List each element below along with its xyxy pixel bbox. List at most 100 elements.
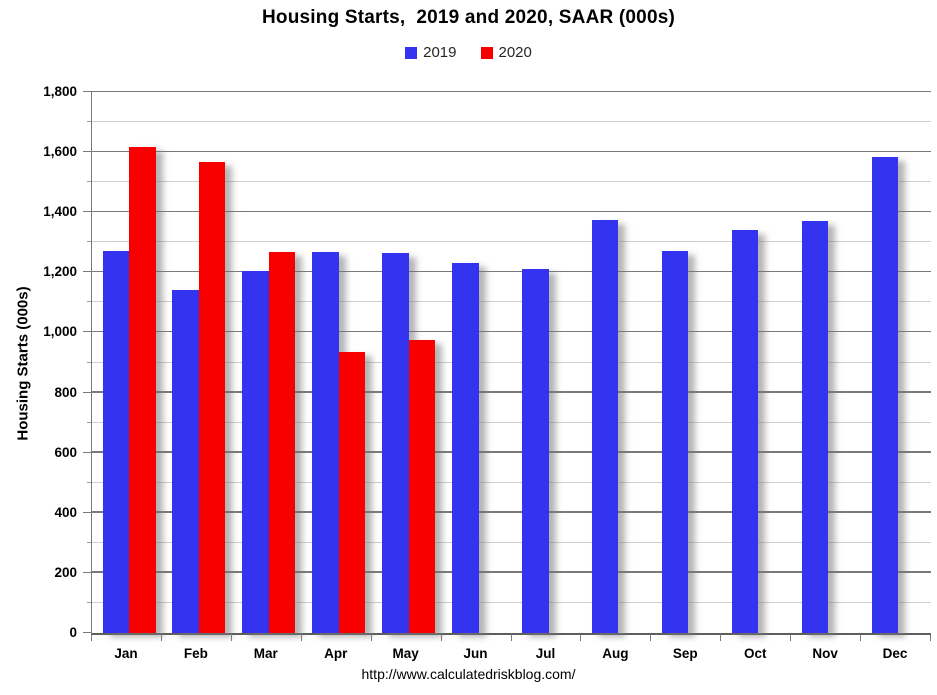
bar-2019-feb (172, 290, 199, 633)
legend-label-2020: 2020 (498, 44, 532, 61)
legend-swatch-2019 (405, 46, 418, 59)
bar-2019-may (382, 252, 409, 633)
major-gridline (92, 150, 931, 153)
y-axis-tick-label: 1,000 (43, 324, 77, 340)
y-axis-tick-label: 1,600 (43, 144, 77, 160)
bar-2019-dec (871, 157, 899, 633)
x-axis-tick-label: May (392, 646, 419, 661)
major-gridline (92, 511, 931, 513)
y-axis-tick (83, 571, 92, 573)
x-axis-tick (860, 634, 862, 641)
bar-2019-jul (522, 269, 549, 633)
legend: 2019 2020 (0, 44, 937, 61)
y-axis-tick-label: 0 (69, 625, 77, 640)
y-axis-tick-label: 1,400 (43, 204, 77, 220)
x-axis-tick-label: Oct (743, 646, 767, 661)
y-axis-tick-label: 800 (54, 384, 77, 400)
x-axis-tick (370, 634, 372, 641)
x-axis-tick-label: Nov (812, 646, 838, 661)
y-axis-tick (87, 601, 92, 603)
bar-2020-apr (338, 352, 366, 633)
minor-gridline (92, 121, 931, 123)
x-axis-ticks (91, 634, 931, 642)
minor-gridline (92, 301, 931, 303)
y-axis-tick (87, 241, 92, 243)
y-axis-tick (87, 481, 92, 483)
x-axis-tick (720, 634, 722, 641)
bar-2020-feb (198, 162, 226, 633)
y-axis-tick (83, 451, 92, 453)
legend-item-2019: 2019 (405, 44, 457, 61)
x-axis-tick-label: Apr (324, 646, 348, 661)
major-gridline (92, 90, 931, 92)
major-gridline (92, 451, 931, 453)
bar-2020-may (408, 340, 436, 633)
x-axis-tick-label: Jun (463, 646, 488, 661)
major-gridline (92, 330, 931, 333)
chart-title: Housing Starts, 2019 and 2020, SAAR (000… (261, 7, 676, 28)
x-axis-tick (440, 634, 442, 641)
x-axis-tick (580, 634, 582, 641)
bar-2019-mar (242, 270, 269, 633)
bar-2019-apr (312, 252, 339, 633)
bar-2019-aug (591, 219, 619, 633)
x-axis-tick-label: Jan (114, 646, 138, 661)
legend-swatch-2020 (480, 46, 493, 59)
x-axis-tick (91, 634, 92, 641)
major-gridline (92, 270, 931, 273)
y-axis-tick (83, 211, 92, 213)
minor-gridline (92, 421, 931, 423)
minor-gridline (92, 541, 931, 543)
y-axis-tick (87, 121, 92, 123)
bar-2020-jan (129, 147, 156, 633)
bar-2019-nov (801, 221, 829, 633)
y-axis-tick (83, 391, 92, 393)
plot-area (91, 90, 931, 635)
minor-gridline (92, 601, 931, 603)
y-axis-tick-label: 200 (54, 564, 77, 580)
x-axis-tick-label: Dec (882, 646, 908, 661)
y-axis-tick-label: 600 (54, 444, 77, 460)
y-axis-tick (87, 541, 92, 543)
x-axis-tick-label: Jul (535, 646, 556, 661)
major-gridline (92, 210, 931, 213)
footer-url: http://www.calculatedriskblog.com/ (361, 666, 576, 682)
x-axis-tick (300, 634, 302, 641)
minor-gridline (92, 241, 931, 243)
y-axis-tick (83, 151, 92, 153)
y-axis-tick (83, 271, 92, 273)
bar-2020-mar (268, 251, 296, 633)
major-gridline (92, 571, 931, 573)
y-axis-tick (87, 181, 92, 183)
x-axis-tick (790, 634, 792, 641)
x-axis-labels: Jan Feb Mar Apr May Jun Jul Aug Sep Oct Nov Dec (91, 646, 930, 664)
x-axis-tick (650, 634, 652, 641)
x-axis-tick (510, 634, 512, 641)
y-axis-labels: 0 200 400 600 800 1,000 1,200 1,400 1,600 1,800 (0, 85, 77, 640)
y-axis-tick-label: 400 (54, 504, 77, 520)
bar-2019-jan (102, 251, 129, 633)
x-axis-tick-label: Sep (672, 646, 698, 661)
y-axis-tick-label: 1,200 (43, 264, 77, 280)
minor-gridline (92, 481, 931, 483)
bar-2019-sep (661, 250, 689, 633)
x-axis-tick-label: Feb (183, 646, 208, 661)
bar-2019-jun (452, 262, 479, 633)
x-axis-tick (230, 634, 232, 641)
x-axis-tick-label: Mar (253, 646, 278, 661)
y-axis-tick (87, 361, 92, 363)
y-axis-tick (83, 331, 92, 333)
y-axis-tick (83, 91, 92, 92)
y-axis-tick (83, 511, 92, 513)
x-axis-tick-label: Aug (602, 646, 629, 661)
y-axis-ticks (80, 91, 92, 633)
legend-item-2020: 2020 (480, 44, 532, 61)
y-axis-tick (87, 301, 92, 303)
y-axis-tick-label: 1,800 (43, 84, 77, 99)
bar-2019-oct (731, 230, 759, 633)
x-axis-tick (160, 634, 162, 641)
legend-label-2019: 2019 (423, 44, 457, 61)
minor-gridline (92, 181, 931, 183)
minor-gridline (92, 361, 931, 363)
